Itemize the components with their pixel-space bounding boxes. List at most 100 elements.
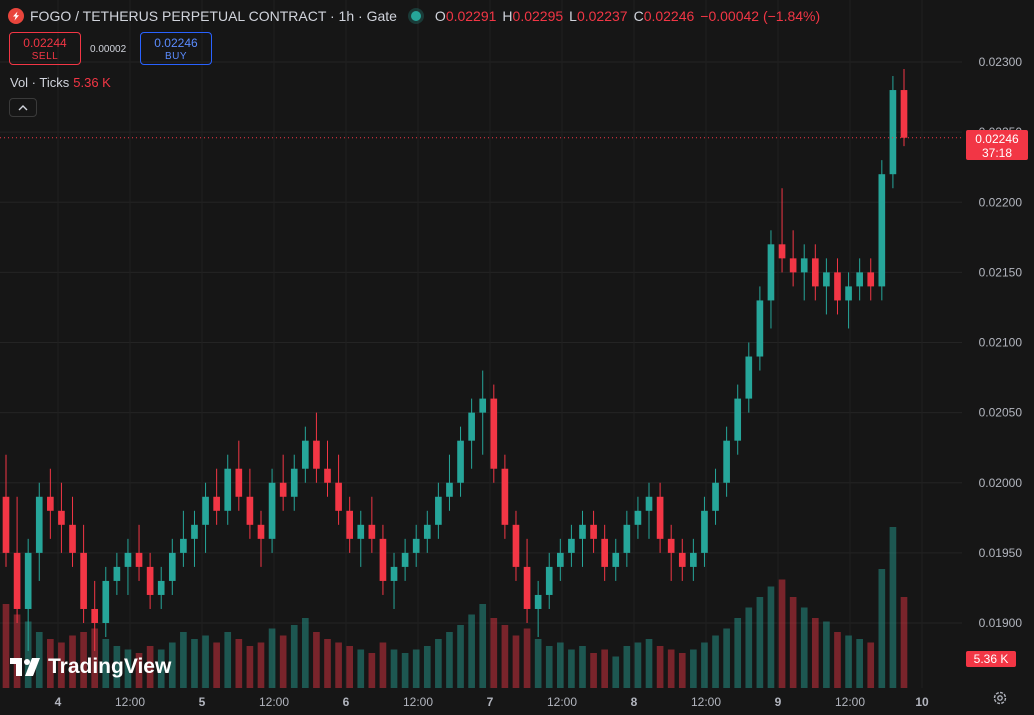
candle-body (157, 580, 165, 595)
time-axis-label: 12:00 (259, 695, 289, 709)
volume-legend-value: 5.36 K (73, 75, 111, 90)
collapse-legend-button[interactable] (9, 98, 37, 117)
volume-bar (224, 632, 232, 688)
candle-body (568, 538, 575, 553)
volume-bar (346, 646, 354, 688)
volume-bar (235, 639, 243, 688)
sell-button[interactable]: 0.02244 SELL (9, 32, 81, 65)
volume-bar (35, 632, 43, 688)
volume-bar (634, 642, 642, 688)
open-value: 0.02291 (445, 8, 497, 24)
candle-body (778, 244, 786, 259)
low-value: 0.02237 (576, 8, 628, 24)
volume-bar (80, 632, 87, 688)
volume-bar (468, 614, 475, 688)
buy-button[interactable]: 0.02246 BUY (140, 32, 212, 65)
candle-body (224, 468, 232, 511)
symbol-title[interactable]: FOGO / TETHERUS PERPETUAL CONTRACT · 1h … (30, 8, 397, 24)
candle-body (135, 552, 143, 567)
volume-bar (534, 639, 542, 688)
chevron-up-icon (18, 104, 28, 110)
sell-label: SELL (31, 51, 59, 62)
volume-bar (856, 639, 863, 688)
volume-bar (878, 569, 886, 688)
candle-body (69, 524, 76, 553)
candle-body (390, 566, 398, 581)
volume-bar (379, 642, 387, 688)
high-value: 0.02295 (512, 8, 564, 24)
current-price: 0.02246 (975, 132, 1019, 146)
time-axis-label: 12:00 (115, 695, 145, 709)
volume-bar (157, 649, 165, 688)
chart-legend: FOGO / TETHERUS PERPETUAL CONTRACT · 1h … (8, 6, 820, 26)
candle-body (412, 538, 420, 553)
candle-body (113, 566, 121, 581)
price-tick-label: 0.02050 (979, 406, 1023, 420)
price-tick-label: 0.02150 (979, 265, 1023, 279)
volume-bar (556, 642, 564, 688)
spread-value: 0.00002 (90, 44, 127, 55)
candle-body (656, 496, 664, 539)
volume-bar (601, 649, 608, 688)
current-price-label: 0.02246 37:18 (966, 130, 1028, 160)
volume-bar (490, 618, 498, 688)
volume-bar (47, 639, 54, 688)
volume-bar (845, 635, 852, 688)
tradingview-logo-text: TradingView (48, 655, 172, 678)
volume-bar (390, 649, 398, 688)
change-value: −0.00042 (−1.84%) (700, 8, 821, 24)
volume-bar (734, 618, 742, 688)
volume-bar (180, 632, 187, 688)
candle-body (13, 552, 21, 609)
buy-price: 0.02246 (154, 36, 198, 50)
candle-body (435, 496, 442, 525)
volume-bar (568, 649, 575, 688)
time-axis-label: 8 (631, 695, 638, 709)
volume-bar (590, 653, 597, 688)
live-status-icon (410, 11, 421, 21)
candle-body (701, 510, 708, 553)
price-tick-label: 0.01900 (979, 616, 1023, 630)
volume-bar (302, 618, 309, 688)
volume-scale-label: 5.36 K (966, 651, 1016, 667)
tradingview-logo[interactable]: TradingView (10, 655, 171, 679)
volume-bar (800, 607, 808, 688)
candle-body (379, 538, 387, 581)
candle-body (2, 496, 10, 553)
candle-body (168, 552, 176, 581)
volume-bar (246, 646, 254, 688)
volume-bar (279, 635, 287, 688)
volume-bar (545, 646, 553, 688)
candle-body (47, 496, 54, 511)
candle-body (623, 524, 631, 553)
price-tick-label: 0.02200 (979, 195, 1023, 209)
high-key: H (502, 8, 513, 24)
volume-bar (512, 635, 520, 688)
volume-bar (678, 653, 686, 688)
price-tick-label: 0.02300 (979, 55, 1023, 69)
gear-icon[interactable] (992, 690, 1008, 706)
candle-body (534, 594, 542, 609)
candle-body (290, 468, 298, 497)
volume-bar (290, 625, 298, 688)
volume-bar (523, 628, 531, 688)
low-key: L (569, 8, 577, 24)
candle-body (213, 496, 220, 511)
volume-bar (823, 621, 830, 688)
candle-body (601, 538, 608, 567)
candle-body (324, 468, 331, 483)
volume-bar (745, 607, 753, 688)
candle-body (767, 244, 775, 301)
volume-bar (2, 604, 10, 688)
candle-body (612, 552, 620, 567)
volume-bar (268, 628, 276, 688)
volume-bar (867, 642, 875, 688)
volume-bar (690, 649, 697, 688)
volume-bar (446, 632, 453, 688)
candle-body (634, 510, 642, 525)
candle-body (457, 440, 464, 483)
volume-bar (723, 628, 730, 688)
volume-bar (623, 646, 631, 688)
candle-body (423, 524, 431, 539)
